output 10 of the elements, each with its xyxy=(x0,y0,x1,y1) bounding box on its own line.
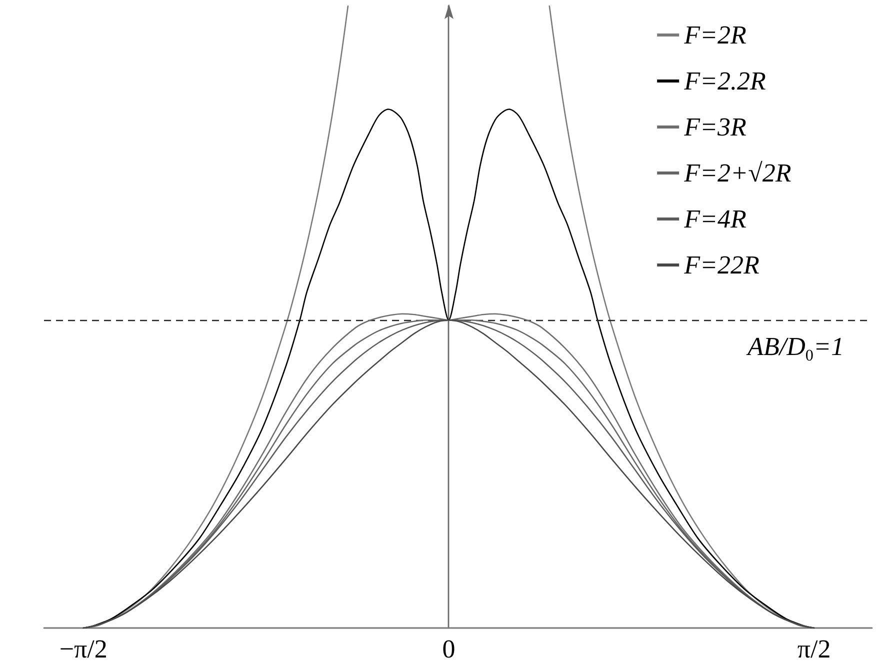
x-tick-label: π/2 xyxy=(797,634,831,664)
legend-label: F=2R xyxy=(683,20,747,50)
x-tick-label: −π/2 xyxy=(59,634,108,664)
legend-label: F=2.2R xyxy=(683,66,766,96)
legend-label: F=2+√2R xyxy=(683,158,792,188)
x-tick-label: 0 xyxy=(442,634,456,664)
legend-label: F=22R xyxy=(683,250,760,280)
legend-label: F=3R xyxy=(683,112,747,142)
legend-label: F=4R xyxy=(683,204,747,234)
ref-line-label: AB/D$_{0}$=1 xyxy=(748,332,844,365)
